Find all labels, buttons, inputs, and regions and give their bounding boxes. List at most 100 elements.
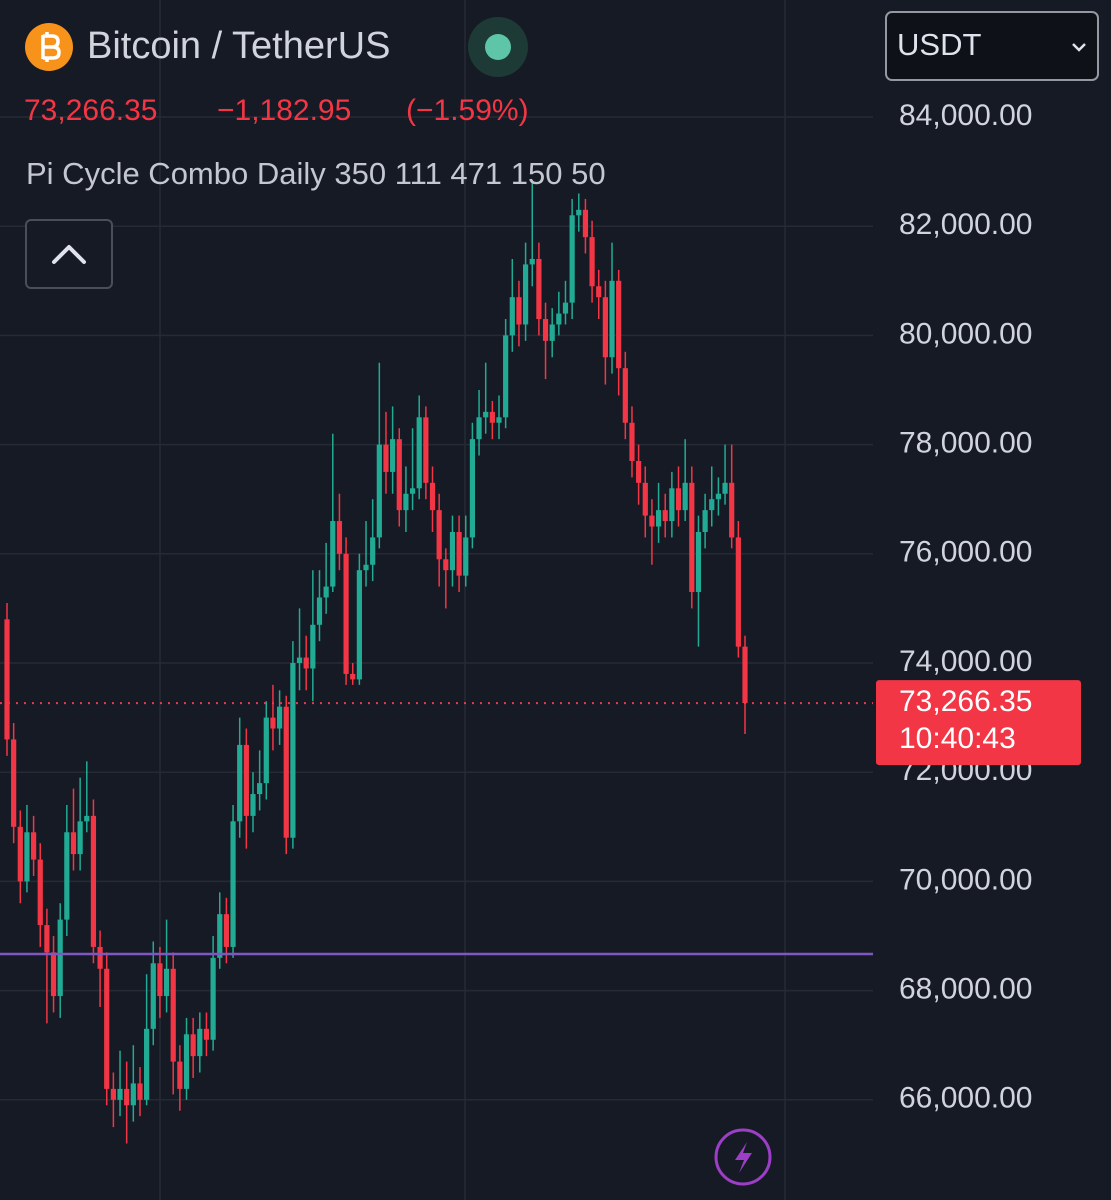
candle-body (363, 564, 369, 571)
candle-body (230, 821, 236, 947)
candle-body (715, 493, 722, 500)
candle-body (695, 531, 702, 593)
candle-body (150, 963, 156, 1029)
candle-body (97, 946, 103, 969)
candle-body (11, 739, 17, 827)
candle-body (675, 488, 682, 511)
status-dot (485, 34, 511, 60)
candle-body (662, 510, 668, 522)
candle-body (569, 215, 575, 303)
y-tick-label: 68,000.00 (899, 973, 1032, 1006)
candle-body (276, 706, 283, 729)
candle-body (596, 286, 602, 298)
candle-body (669, 488, 675, 522)
y-axis: 66,000.0068,000.0070,000.0072,000.0074,0… (876, 99, 1081, 1115)
overlay (0, 702, 873, 956)
candle-body (4, 619, 10, 740)
candle-body (409, 488, 416, 494)
collapse-button[interactable] (25, 219, 113, 289)
candle-body (124, 1088, 130, 1106)
candle-body (443, 559, 449, 571)
y-tick-label: 82,000.00 (899, 208, 1032, 241)
candle-body (30, 832, 37, 860)
candle-body (296, 657, 303, 664)
candle-body (243, 744, 249, 816)
candle-body (70, 832, 77, 855)
lightning-icon (735, 1142, 752, 1173)
candle-body (17, 826, 23, 882)
candle-body (536, 258, 542, 320)
candle-body (137, 1083, 143, 1100)
candle-body (602, 297, 608, 358)
candle-body (582, 209, 589, 238)
candle-body (735, 537, 741, 647)
candle-body (263, 717, 269, 784)
candle-body (303, 657, 309, 669)
candle-body (503, 335, 509, 418)
candle-body (370, 537, 376, 565)
candle-body (742, 646, 748, 704)
bitcoin-symbol (41, 32, 61, 62)
y-tick-label: 70,000.00 (899, 863, 1032, 896)
header-change-percent: (−1.59%) (406, 94, 529, 127)
candle-body (516, 297, 522, 325)
candle-body (509, 297, 515, 336)
candle-body (203, 1028, 210, 1040)
candle-body (177, 1061, 183, 1089)
candle-body (689, 482, 695, 593)
candle-body (310, 624, 316, 669)
candle-body (237, 744, 243, 822)
candle-body (496, 417, 502, 423)
candle-body (649, 515, 655, 527)
candle-body (549, 324, 555, 341)
last-price-label: 73,266.35 (899, 685, 1032, 718)
last-price-box (876, 680, 1081, 766)
candle-body (37, 859, 43, 926)
candle-body (110, 1088, 116, 1100)
candle-body (529, 258, 535, 265)
candle-body (50, 952, 57, 997)
header-price: 73,266.35 (24, 94, 157, 127)
candle-body (290, 663, 296, 838)
candle-body (223, 914, 230, 947)
candle-body (210, 957, 216, 1040)
candle-body (376, 444, 382, 538)
candle-body (197, 1028, 203, 1057)
candle-body (57, 919, 63, 997)
candle-body (522, 264, 529, 325)
candle-body (170, 968, 176, 1062)
y-tick-label: 66,000.00 (899, 1082, 1032, 1115)
candle-body (336, 521, 343, 554)
candle-body (655, 510, 662, 527)
candle-body (562, 302, 569, 314)
candle-body (456, 531, 462, 576)
y-tick-label: 78,000.00 (899, 427, 1032, 460)
candle-body (629, 422, 635, 461)
symbol-name: Bitcoin / TetherUS (87, 25, 390, 67)
candle-body (157, 963, 163, 997)
candle-body (350, 673, 356, 680)
countdown-label: 10:40:43 (899, 722, 1016, 755)
candle-body (636, 460, 642, 483)
candle-body (250, 794, 256, 816)
currency-dropdown[interactable] (885, 11, 1099, 81)
candle-body (682, 482, 688, 511)
y-tick-label: 84,000.00 (899, 99, 1032, 132)
candle-body (316, 597, 323, 625)
candle-body (84, 815, 90, 822)
candle-body (556, 313, 562, 325)
candle-body (729, 482, 735, 538)
candle-body (589, 237, 595, 287)
candle-body (609, 280, 615, 358)
candle-body (24, 832, 30, 882)
y-tick-label: 80,000.00 (899, 317, 1032, 350)
candle-body (396, 439, 402, 511)
candle-body (44, 925, 50, 953)
candle-body (356, 570, 362, 680)
candle-body (722, 482, 728, 494)
candle-body (270, 717, 276, 729)
chevron-up-icon (52, 245, 86, 264)
candle-body (576, 209, 582, 216)
